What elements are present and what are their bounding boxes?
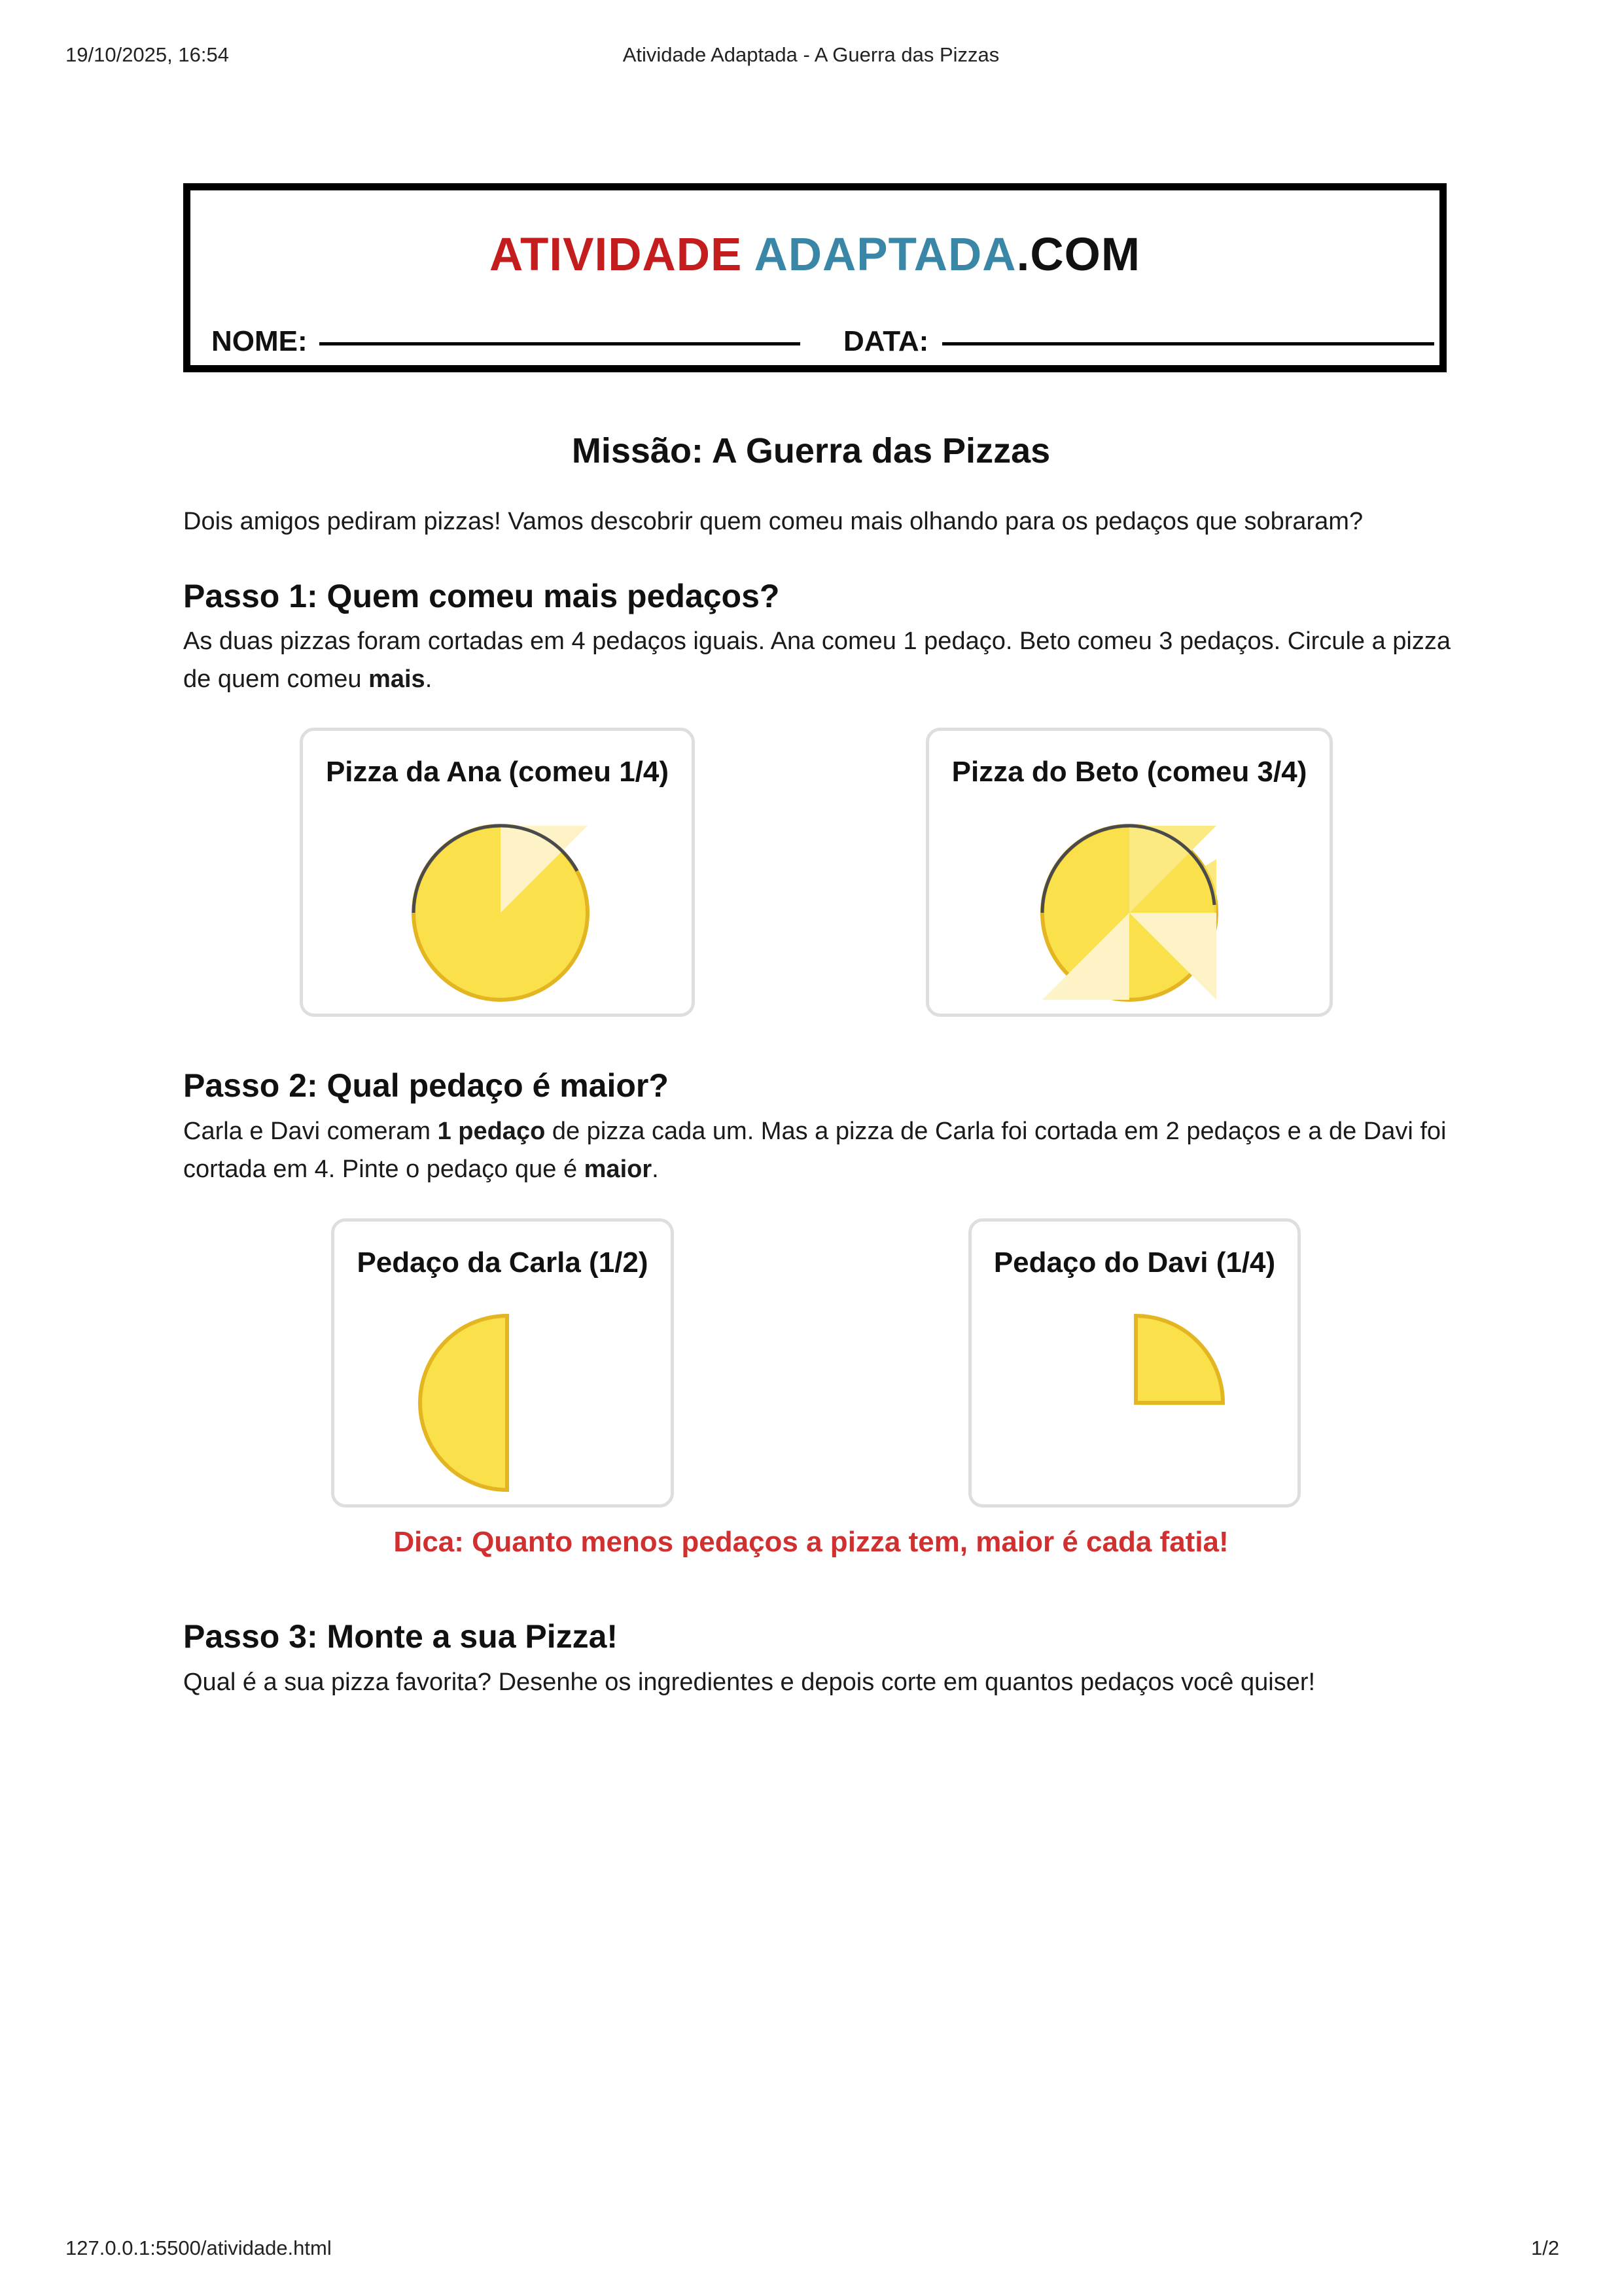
pizza-ana-eaten-slice [501, 826, 588, 913]
card-title-carla: Pedaço da Carla (1/2) [357, 1246, 648, 1279]
pizza-beto-outline-tr [1129, 824, 1216, 906]
brand-logo: ATIVIDADE ADAPTADA.COM [190, 228, 1439, 281]
step1-heading: Passo 1: Quem comeu mais pedaços? [183, 578, 780, 614]
pizza-beto-icon [1040, 824, 1218, 1002]
intro-text: Dois amigos pediram pizzas! Vamos descob… [183, 508, 1364, 535]
pizza-beto-fold-2 [1129, 859, 1216, 913]
piece-davi-quarter [1134, 1313, 1225, 1405]
header-banner: ATIVIDADE ADAPTADA.COM NOME: DATA: [183, 183, 1447, 372]
card-title-beto: Pizza do Beto (comeu 3/4) [951, 756, 1307, 788]
step2-text-b: 1 pedaço [437, 1118, 546, 1145]
date-line[interactable] [942, 342, 1434, 345]
pizza-ana-outline-tr [500, 824, 579, 872]
print-datetime: 19/10/2025, 16:54 [65, 43, 229, 66]
step1-text-bold: mais [368, 665, 425, 693]
step2-heading: Passo 2: Qual pedaço é maior? [183, 1067, 669, 1104]
pizza-beto-fold-1 [1129, 826, 1216, 913]
piece-carla-half [418, 1313, 509, 1492]
name-label: NOME: [211, 325, 308, 357]
page-title: Missão: A Guerra das Pizzas [571, 431, 1051, 470]
brand-part-1: ATIVIDADE [489, 229, 743, 281]
card-pizza-beto[interactable]: Pizza do Beto (comeu 3/4) [926, 728, 1333, 1017]
brand-part-3: .COM [1016, 229, 1140, 281]
pizza-ana-icon [412, 824, 590, 1002]
pizza-beto-slice-2 [1129, 913, 1216, 1000]
print-url: 127.0.0.1:5500/atividade.html [65, 2236, 332, 2259]
card-piece-davi[interactable]: Pedaço do Davi (1/4) [968, 1218, 1301, 1508]
step1-text-a: As duas pizzas foram cortadas em 4 pedaç… [183, 627, 1451, 693]
step2-text-a: Carla e Davi comeram [183, 1118, 438, 1145]
step3-heading: Passo 3: Monte a sua Pizza! [183, 1618, 618, 1655]
step2-text: Carla e Davi comeram 1 pedaço de pizza c… [183, 1112, 1466, 1188]
card-title-ana: Pizza da Ana (comeu 1/4) [325, 756, 669, 788]
tip-text: Dica: Quanto menos pedaços a pizza tem, … [393, 1526, 1229, 1558]
piece-carla-icon[interactable] [409, 1303, 605, 1499]
step2-text-e: . [652, 1156, 659, 1183]
step1-text: As duas pizzas foram cortadas em 4 pedaç… [183, 622, 1453, 698]
date-label: DATA: [843, 325, 929, 357]
card-title-davi: Pedaço do Davi (1/4) [993, 1246, 1276, 1279]
step1-text-end: . [425, 665, 432, 693]
print-page-title: Atividade Adaptada - A Guerra das Pizzas [622, 43, 1000, 66]
piece-davi-icon[interactable] [1038, 1303, 1234, 1499]
brand-part-2: ADAPTADA [754, 229, 1017, 281]
step3-text: Qual é a sua pizza favorita? Desenhe os … [183, 1669, 1316, 1696]
step2-text-c: de pizza cada um. Mas a pizza de Carla f… [183, 1118, 1447, 1183]
card-pizza-ana[interactable]: Pizza da Ana (comeu 1/4) [300, 728, 695, 1017]
pizza-ana-outline-tl [412, 824, 501, 913]
pizza-beto-slice-3 [1042, 913, 1129, 1000]
card-piece-carla[interactable]: Pedaço da Carla (1/2) [331, 1218, 674, 1508]
step2-text-d: maior [584, 1156, 652, 1183]
pizza-beto-outline-tl [1040, 824, 1130, 913]
name-line[interactable] [319, 342, 800, 345]
print-page-number: 1/2 [1531, 2236, 1560, 2259]
